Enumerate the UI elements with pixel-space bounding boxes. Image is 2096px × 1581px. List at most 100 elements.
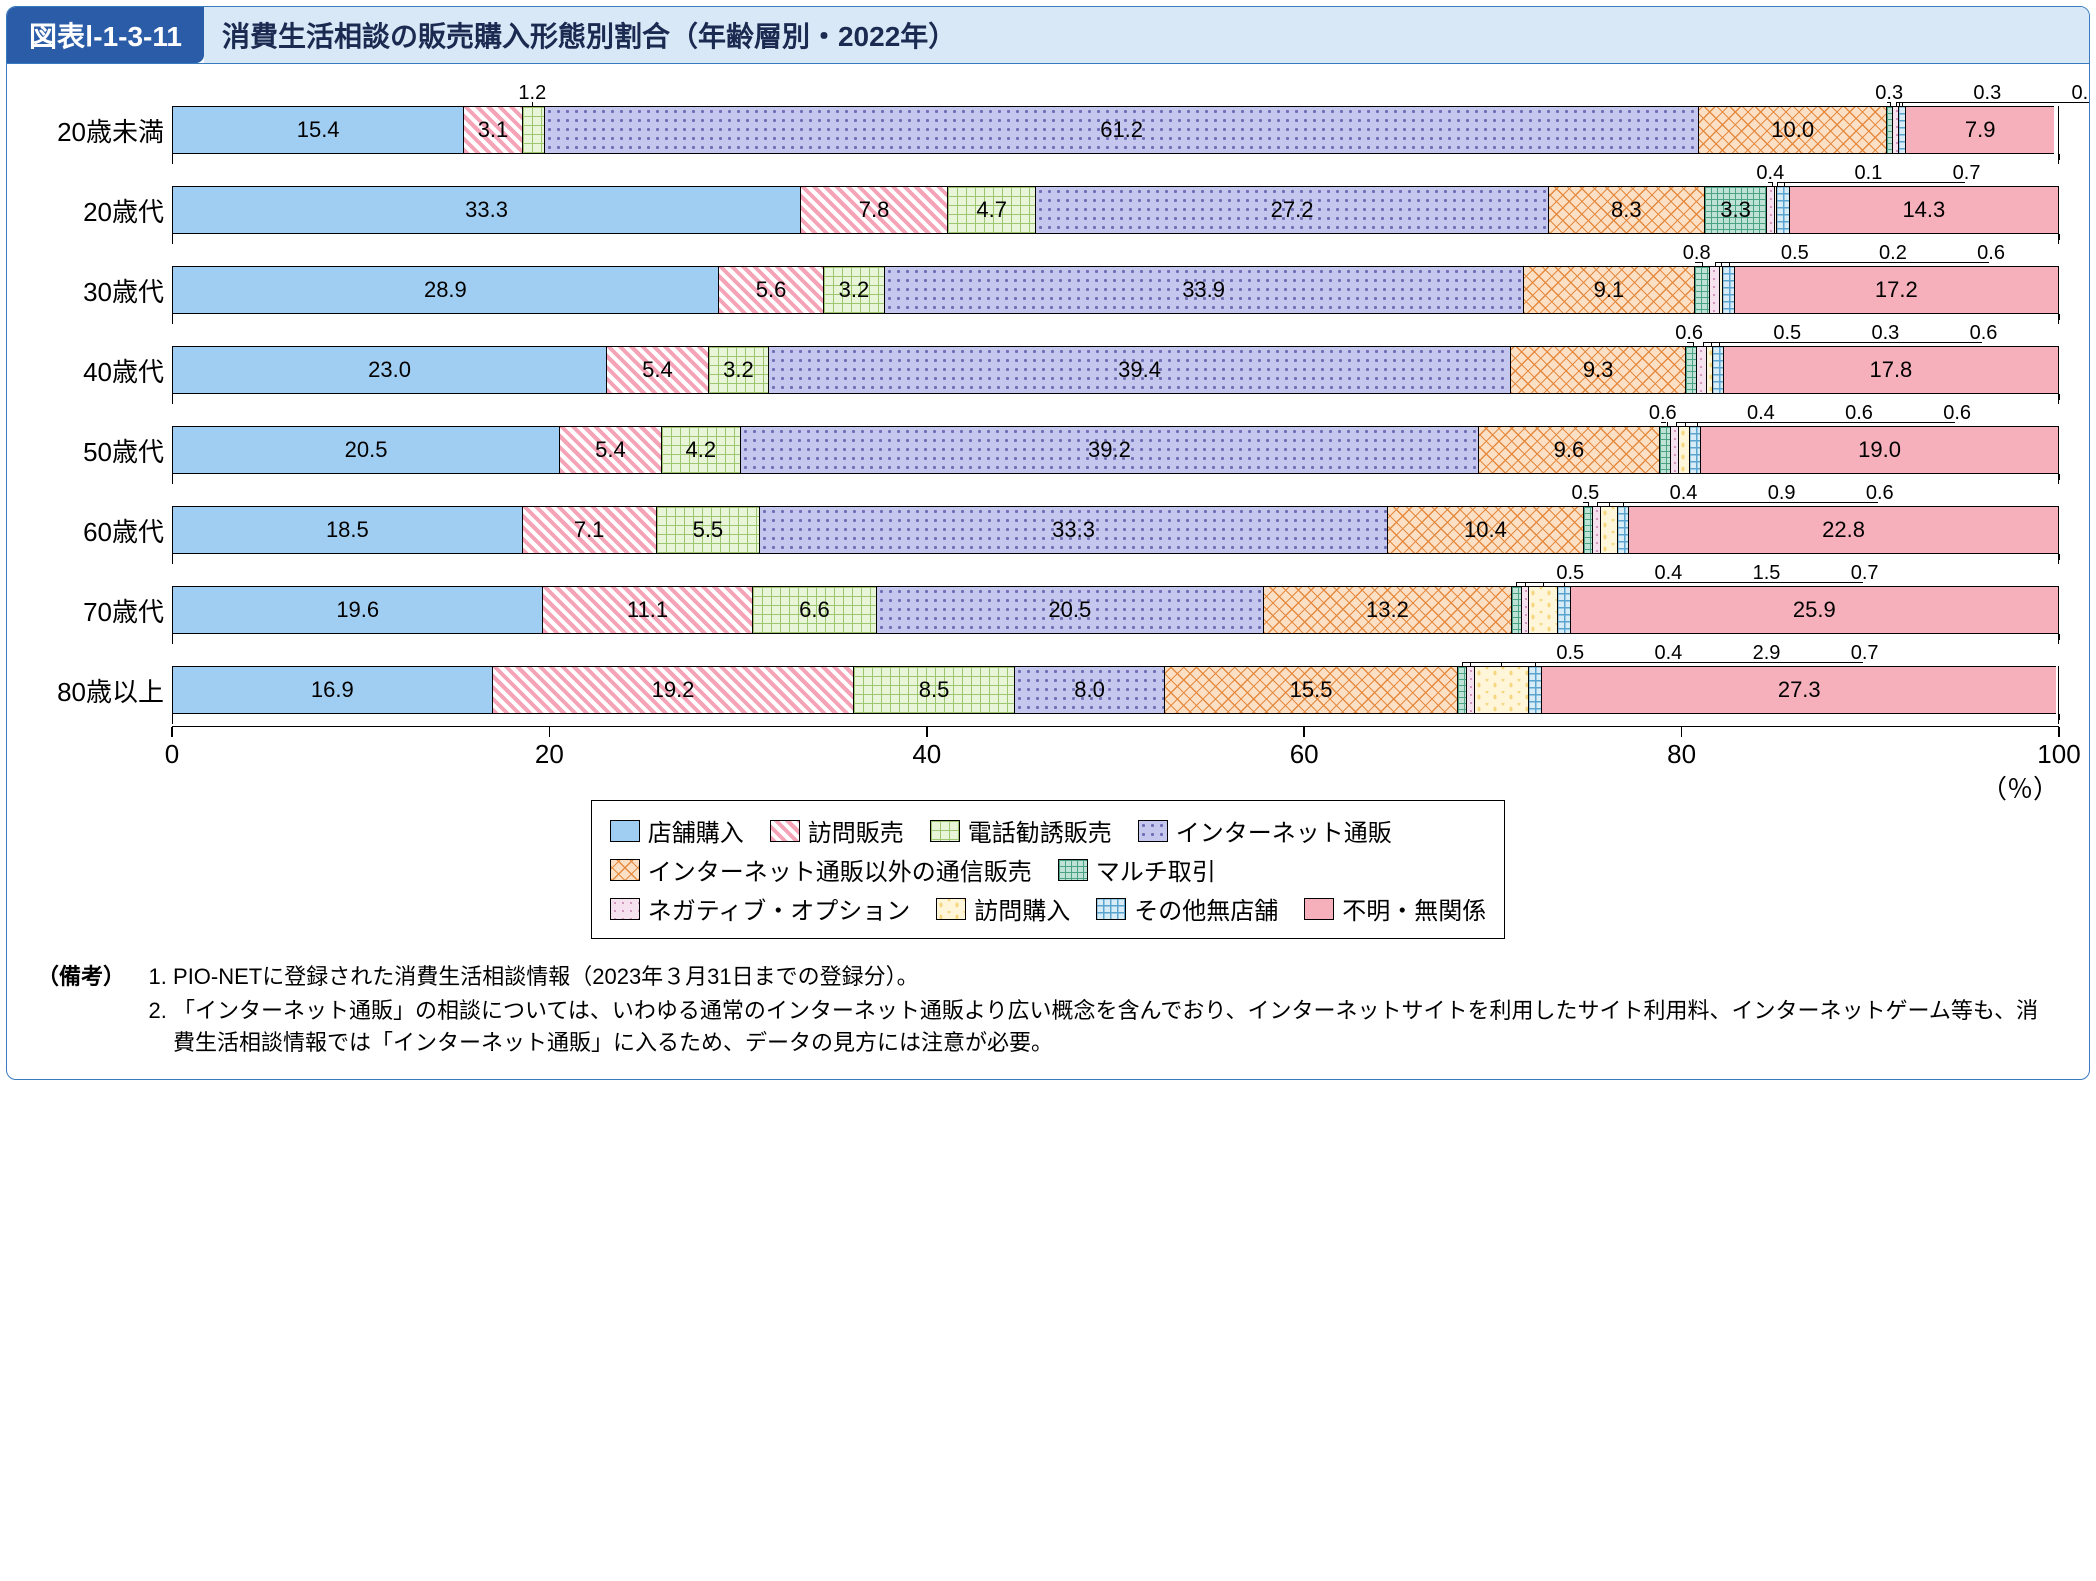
bar-segment-net: 27.2 — [1035, 186, 1547, 234]
bar-segment-visit: 3.1 — [463, 106, 521, 154]
bar-segment-unknown: 14.3 — [1789, 186, 2058, 234]
legend-label: インターネット通販 — [1176, 813, 1392, 848]
axis-tick-label: 20 — [535, 739, 564, 770]
legend-swatch — [610, 859, 640, 881]
bar-segment-visitbuy — [1678, 426, 1689, 474]
axis-tick — [2058, 727, 2060, 737]
legend: 店舗購入訪問販売電話勧誘販売インターネット通販インターネット通販以外の通信販売マ… — [591, 800, 1506, 939]
axis-tick-label: 100 — [2037, 739, 2080, 770]
chart-area: 1.20.30.30.00.420歳未満15.43.161.210.07.90.… — [7, 64, 2089, 955]
bar-track: 20.55.44.239.29.6 19.0 — [172, 426, 2059, 474]
bar-segment-unknown: 7.9 — [1905, 106, 2054, 154]
axis-tick-label: 0 — [165, 739, 179, 770]
figure-header: 図表Ⅰ-1-3-11 消費生活相談の販売購入形態別割合（年齢層別・2022年） — [7, 7, 2089, 64]
bar-segment-multi — [1511, 586, 1520, 634]
bar-segment-tel: 4.2 — [661, 426, 740, 474]
legend-swatch — [610, 898, 640, 920]
bar-segment-other — [1776, 186, 1789, 234]
bar-segment-unknown: 17.8 — [1723, 346, 2058, 394]
bar-track: 28.95.63.233.99.117.2 — [172, 266, 2059, 314]
bar-segment-other — [1898, 106, 1906, 154]
footnotes-list: PIO-NETに登録された消費生活相談情報（2023年３月31日までの登録分）。… — [139, 961, 2059, 1061]
bar-row: 70歳代19.611.16.620.513.225.9 — [37, 586, 2059, 634]
legend-swatch — [936, 898, 966, 920]
bar-segment-multi — [1659, 426, 1670, 474]
bar-segment-neg — [1696, 346, 1705, 394]
axis-tick — [926, 727, 928, 737]
figure-id: 図表Ⅰ-1-3-11 — [7, 7, 204, 63]
bar-track: 18.57.15.533.310.422.8 — [172, 506, 2059, 554]
bar-track: 19.611.16.620.513.225.9 — [172, 586, 2059, 634]
category-label: 40歳代 — [37, 352, 172, 389]
inter-row-gap — [37, 234, 2059, 244]
bar-track: 33.37.84.727.28.33.314.3 — [172, 186, 2059, 234]
bar-segment-other — [1722, 266, 1733, 314]
inter-row-gap — [37, 714, 2059, 724]
bar-row: 30歳代28.95.63.233.99.117.2 — [37, 266, 2059, 314]
bar-segment-unknown: 19.0 — [1700, 426, 2058, 474]
bar-segment-store: 28.9 — [173, 266, 718, 314]
bar-track: 16.919.28.58.015.527.3 — [172, 666, 2059, 714]
callout-track: 0.60.40.60.6 — [172, 404, 2059, 426]
inter-row-gap — [37, 474, 2059, 484]
bar-segment-store: 20.5 — [173, 426, 559, 474]
bar-segment-multi — [1457, 666, 1466, 714]
legend-item-multi: マルチ取引 — [1058, 852, 1216, 887]
bar-segment-store: 15.4 — [173, 106, 463, 154]
bar-segment-mail: 9.3 — [1510, 346, 1685, 394]
bar-segment-visitbuy — [1474, 666, 1529, 714]
legend-label: ネガティブ・オプション — [648, 891, 911, 926]
footnotes: （備考） PIO-NETに登録された消費生活相談情報（2023年３月31日までの… — [7, 955, 2089, 1079]
bar-segment-mail: 10.0 — [1698, 106, 1887, 154]
bar-segment-other — [1528, 666, 1541, 714]
category-label: 70歳代 — [37, 592, 172, 629]
category-label: 60歳代 — [37, 512, 172, 549]
bar-segment-visit: 5.6 — [718, 266, 824, 314]
bar-segment-store: 23.0 — [173, 346, 606, 394]
footnote-item: PIO-NETに登録された消費生活相談情報（2023年３月31日までの登録分）。 — [173, 961, 2059, 993]
bar-segment-multi — [1694, 266, 1709, 314]
callout-track: 0.50.41.50.7 — [172, 564, 2059, 586]
bar-segment-net: 39.2 — [740, 426, 1478, 474]
bar-segment-tel — [522, 106, 545, 154]
bar-segment-other — [1557, 586, 1570, 634]
bar-segment-mail: 9.6 — [1478, 426, 1659, 474]
category-label: 20歳未満 — [37, 112, 172, 149]
bar-segment-mail: 8.3 — [1548, 186, 1704, 234]
bar-segment-neg — [1521, 586, 1529, 634]
bar-segment-visit: 5.4 — [559, 426, 661, 474]
legend-swatch — [770, 820, 800, 842]
bar-segment-other — [1712, 346, 1723, 394]
legend-label: 電話勧誘販売 — [968, 813, 1112, 848]
bar-segment-visit: 7.8 — [800, 186, 947, 234]
bar-segment-net: 39.4 — [768, 346, 1510, 394]
bar-row: 20歳代33.37.84.727.28.33.314.3 — [37, 186, 2059, 234]
x-axis: （％） 020406080100 — [37, 726, 2059, 776]
bar-segment-net: 61.2 — [544, 106, 1698, 154]
bar-segment-mail: 15.5 — [1164, 666, 1456, 714]
bar-segment-net: 20.5 — [876, 586, 1262, 634]
legend-item-unknown: 不明・無関係 — [1304, 891, 1486, 926]
legend-label: その他無店舗 — [1134, 891, 1278, 926]
legend-swatch — [610, 820, 640, 842]
legend-label: 訪問販売 — [808, 813, 904, 848]
axis-tick-label: 60 — [1290, 739, 1319, 770]
legend-item-mail: インターネット通販以外の通信販売 — [610, 852, 1032, 887]
bar-row: 20歳未満15.43.1 61.210.0 7.9 — [37, 106, 2059, 154]
category-label: 50歳代 — [37, 432, 172, 469]
bar-track: 23.05.43.239.49.317.8 — [172, 346, 2059, 394]
legend-swatch — [1138, 820, 1168, 842]
bar-segment-neg — [1766, 186, 1774, 234]
callout-row: 0.50.41.50.7 — [37, 564, 2059, 586]
legend-label: マルチ取引 — [1096, 852, 1216, 887]
legend-label: 不明・無関係 — [1342, 891, 1486, 926]
callout-row: 0.50.40.90.6 — [37, 484, 2059, 506]
footnote-item: 「インターネット通販」の相談については、いわゆる通常のインターネット通販より広い… — [173, 995, 2059, 1059]
bar-segment-visit: 11.1 — [542, 586, 751, 634]
axis-tick-label: 80 — [1667, 739, 1696, 770]
bar-segment-store: 19.6 — [173, 586, 542, 634]
bar-segment-multi — [1583, 506, 1592, 554]
bar-segment-mail: 9.1 — [1523, 266, 1695, 314]
legend-row: ネガティブ・オプション訪問購入その他無店舗不明・無関係 — [610, 891, 1487, 926]
category-label: 30歳代 — [37, 272, 172, 309]
